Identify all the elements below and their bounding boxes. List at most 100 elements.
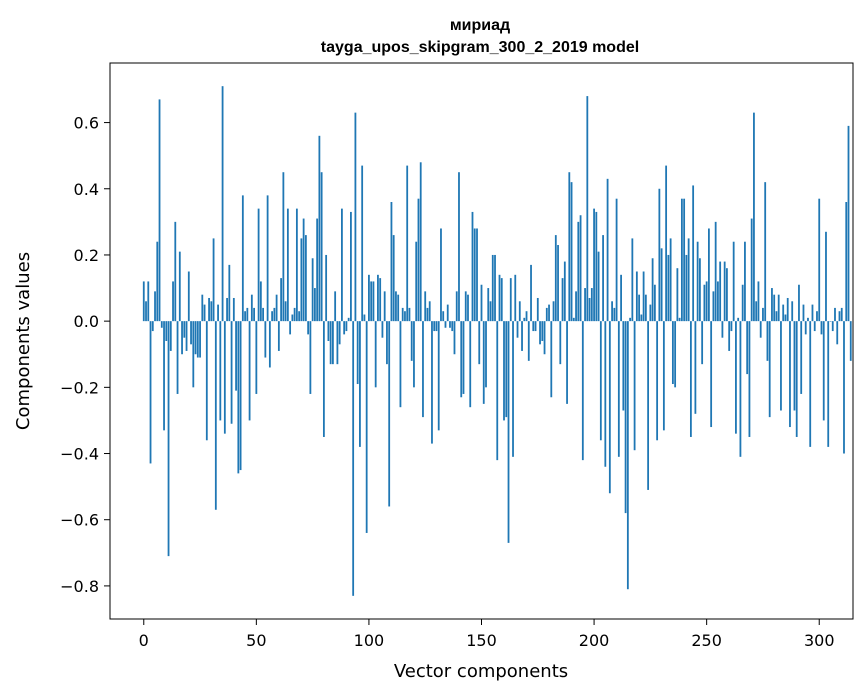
x-tick-label: 150 [466, 631, 497, 650]
bar-137 [451, 321, 454, 332]
bar-49 [253, 307, 255, 322]
bar-34 [219, 321, 222, 421]
bar-2 [147, 281, 150, 322]
bar-150 [480, 284, 483, 322]
bar-73 [307, 321, 310, 335]
bar-69 [298, 311, 301, 322]
bar-158 [498, 274, 501, 322]
bar-72 [304, 235, 307, 322]
bar-235 [671, 321, 674, 385]
y-tick-label: 0.2 [74, 246, 99, 265]
bar-93 [352, 321, 355, 596]
bar-186 [561, 278, 564, 322]
bar-160 [503, 321, 505, 421]
bar-62 [282, 172, 285, 322]
bar-47 [248, 321, 251, 421]
bar-145 [469, 321, 472, 408]
bar-56 [268, 321, 271, 368]
bar-199 [590, 288, 593, 322]
bar-210 [615, 198, 618, 322]
bar-148 [476, 228, 478, 322]
bar-51 [257, 208, 260, 322]
bar-219 [635, 271, 638, 322]
bar-274 [759, 321, 762, 338]
bar-273 [757, 281, 760, 322]
bar-221 [640, 314, 643, 322]
bar-211 [617, 321, 620, 457]
bar-205 [604, 321, 607, 467]
bar-20 [187, 271, 190, 322]
bar-134 [444, 321, 447, 328]
bar-115 [401, 307, 404, 322]
bar-260 [728, 321, 731, 351]
bar-5 [154, 291, 156, 322]
bar-39 [230, 321, 233, 424]
bar-142 [462, 321, 465, 394]
bar-261 [730, 321, 733, 332]
bar-133 [442, 311, 445, 322]
bar-193 [577, 221, 580, 322]
bar-275 [762, 307, 764, 322]
bar-237 [676, 268, 679, 322]
bar-256 [719, 261, 722, 322]
bar-247 [699, 258, 701, 322]
bar-57 [271, 311, 274, 322]
bar-184 [557, 245, 559, 322]
bar-230 [660, 248, 663, 322]
bar-63 [284, 301, 287, 322]
bar-216 [629, 317, 631, 322]
bar-108 [386, 321, 388, 365]
bar-232 [665, 165, 668, 322]
bar-293 [802, 304, 805, 322]
bar-208 [611, 301, 613, 322]
bar-92 [350, 211, 352, 322]
bar-118 [408, 307, 411, 322]
y-tick-label: −0.4 [60, 445, 99, 464]
bar-279 [771, 288, 773, 322]
bar-151 [482, 321, 485, 404]
bar-0 [142, 281, 145, 322]
bar-250 [705, 281, 708, 322]
bar-272 [755, 301, 758, 322]
bar-196 [584, 288, 586, 322]
bar-263 [735, 321, 737, 434]
bar-4 [151, 321, 154, 332]
bar-140 [458, 172, 460, 322]
bar-85 [334, 291, 337, 322]
bar-102 [372, 281, 375, 322]
bar-9 [163, 321, 165, 431]
bar-156 [494, 254, 496, 322]
bar-86 [336, 321, 339, 365]
bar-154 [489, 301, 492, 322]
bar-180 [548, 304, 550, 322]
bar-74 [309, 321, 312, 394]
bar-308 [836, 321, 839, 345]
bar-114 [399, 321, 402, 408]
bar-214 [624, 321, 627, 514]
bar-234 [669, 238, 672, 322]
bar-131 [437, 321, 440, 431]
bar-254 [714, 221, 717, 322]
bar-27 [203, 304, 206, 322]
bar-248 [701, 321, 704, 365]
bar-3 [149, 321, 152, 464]
bar-25 [199, 321, 201, 358]
bar-164 [512, 321, 514, 457]
bar-67 [293, 307, 296, 322]
bar-187 [563, 261, 566, 322]
x-tick-label: 200 [579, 631, 610, 650]
bar-200 [593, 208, 595, 322]
bar-1 [145, 301, 147, 322]
bar-105 [379, 278, 382, 322]
bar-64 [286, 208, 289, 322]
bar-290 [795, 321, 798, 437]
bar-174 [534, 321, 537, 332]
bar-152 [485, 321, 487, 388]
bar-165 [514, 274, 517, 322]
bar-170 [525, 311, 528, 322]
bar-301 [820, 321, 823, 335]
bar-17 [181, 321, 183, 355]
bar-289 [793, 321, 796, 411]
bar-251 [708, 228, 710, 322]
bar-119 [410, 321, 413, 361]
